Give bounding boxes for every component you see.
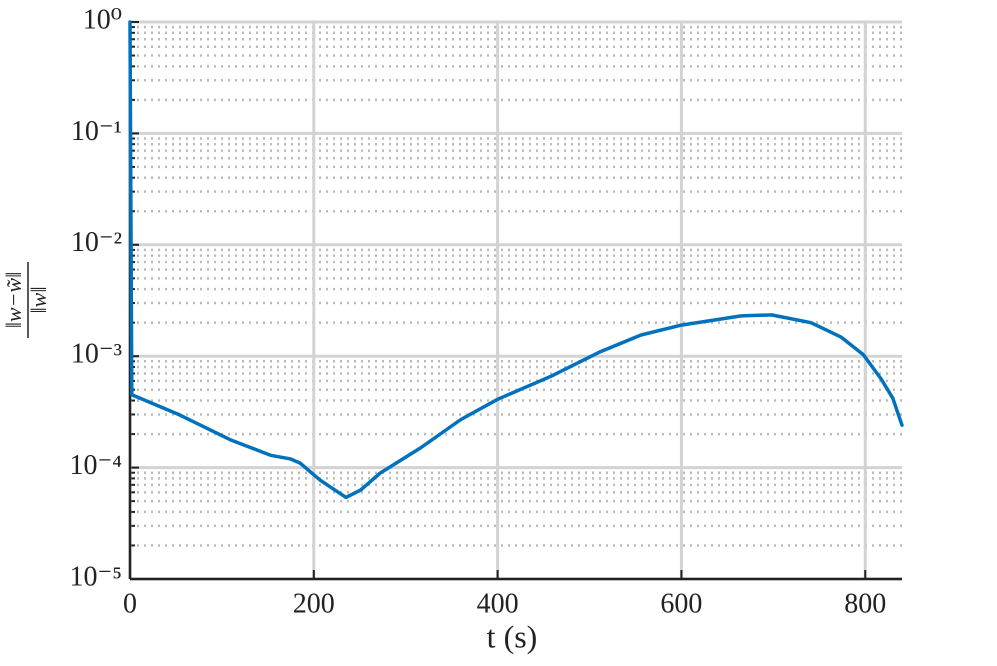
x-tick-label: 800 [844, 588, 886, 619]
line-series [128, 20, 904, 500]
x-tick-label: 200 [293, 588, 335, 619]
y-label-numerator: ‖w−w̃‖ [1, 272, 26, 329]
y-tick-label: 10⁰ [83, 4, 122, 35]
y-tick-label: 10⁻² [71, 227, 122, 258]
y-tick-label: 10⁻¹ [71, 116, 122, 147]
y-tick-label: 10⁻³ [71, 339, 122, 370]
x-tick-label: 400 [477, 588, 519, 619]
y-tick-label: 10⁻⁴ [69, 450, 122, 481]
x-tick-label: 600 [660, 588, 702, 619]
y-label: ‖w−w̃‖ ‖w‖ [1, 262, 51, 338]
x-tick-label: 0 [123, 588, 137, 619]
y-tick-label: 10⁻⁵ [69, 561, 122, 592]
x-label: t (s) [487, 618, 538, 654]
y-label-denominator: ‖w‖ [26, 286, 51, 313]
